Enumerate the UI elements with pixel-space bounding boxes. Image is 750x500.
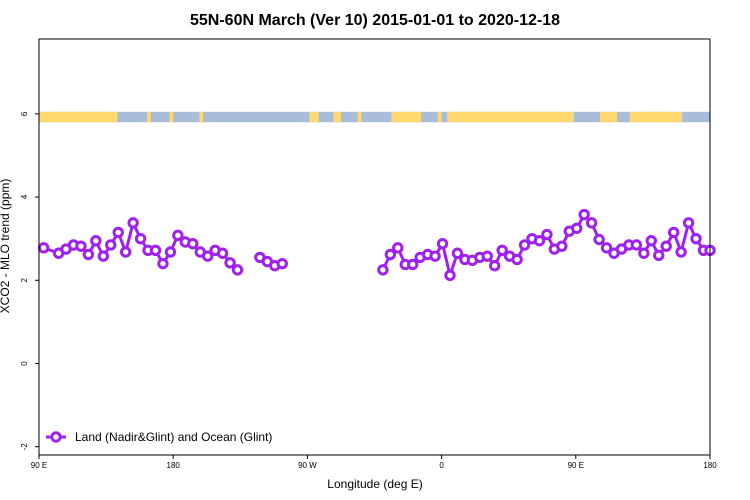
data-point-2-38 [660,240,672,252]
data-point-2-4 [407,258,419,271]
data-point-0-17 [172,229,184,242]
land-segment-4 [309,111,319,123]
data-point-2-36 [645,235,657,247]
land-segment-0 [39,111,118,123]
data-point-2-0 [377,264,389,276]
data-point-2-26 [571,222,583,234]
legend-marker-swatch [50,431,62,443]
series-layer [37,208,716,281]
data-point-2-19 [518,239,531,251]
x-tick-label-4: 90 E [568,461,584,470]
land-segment-10 [600,111,617,123]
data-point-2-30 [600,242,613,254]
data-point-0-24 [224,257,236,269]
data-point-2-40 [675,246,687,258]
data-point-2-21 [533,235,546,247]
data-point-2-37 [653,249,665,262]
data-point-2-29 [593,233,605,246]
ocean-band [39,111,710,123]
x-tick-label-3: 0 [439,461,444,470]
x-tick-label-5: 180 [703,461,717,470]
data-point-2-2 [392,242,404,254]
data-point-2-15 [489,260,501,272]
land-segment-7 [391,111,422,123]
data-point-0-0 [37,242,50,254]
land-segment-1 [147,111,151,123]
data-point-0-21 [201,250,214,262]
chart-title: 55N-60N March (Ver 10) 2015-01-01 to 202… [190,12,560,29]
land-segment-9 [447,111,574,123]
land-segment-11 [629,111,683,123]
y-tick-label-2: 2 [20,278,29,283]
data-point-2-7 [429,250,441,262]
data-point-2-42 [690,232,702,245]
data-point-2-35 [638,247,650,259]
land-segment-8 [437,111,442,123]
data-point-0-15 [157,257,169,270]
data-point-2-41 [682,217,695,229]
x-axis-label: Longitude (deg E) [327,477,422,491]
data-point-0-16 [164,246,177,258]
data-point-2-28 [585,217,598,229]
land-segment-3 [199,111,204,123]
x-tick-label-0: 90 E [31,461,47,470]
data-point-2-9 [444,269,456,281]
legend-label: Land (Nadir&Glint) and Ocean (Glint) [75,430,272,444]
data-point-2-8 [436,237,449,250]
data-point-0-4 [75,240,87,252]
data-point-2-10 [451,247,464,259]
y-tick-label-1: 0 [20,361,29,366]
data-point-0-12 [134,232,147,245]
data-point-0-8 [105,239,117,251]
data-point-0-23 [216,247,229,259]
data-point-2-14 [481,250,493,262]
land-segment-2 [169,111,174,123]
data-point-0-14 [149,244,162,257]
data-point-0-19 [187,237,199,250]
land-ocean-band [39,111,710,123]
data-point-0-25 [231,264,244,276]
data-point-0-7 [97,250,110,262]
y-tick-label-0: -2 [20,443,29,451]
data-point-1-3 [276,257,288,270]
plot-frame [38,38,711,456]
data-point-0-9 [112,226,124,239]
land-segment-6 [357,111,362,123]
data-point-0-11 [127,217,139,229]
x-tick-label-1: 180 [167,461,181,470]
x-axis: 90 E 180 90 W 0 90 E 180 [31,455,717,470]
y-axis: -2 0 2 4 6 [20,111,39,450]
y-tick-label-4: 6 [20,111,29,116]
data-point-2-39 [667,226,680,239]
x-tick-label-2: 90 W [298,461,317,470]
y-axis-label: XCO2 - MLO trend (ppm) [0,179,12,314]
data-point-2-24 [556,240,568,252]
data-point-2-27 [578,208,590,221]
data-point-2-18 [511,253,523,266]
legend: Land (Nadir&Glint) and Ocean (Glint) [46,430,272,444]
data-point-2-22 [541,228,553,241]
data-point-0-10 [119,246,132,258]
y-tick-label-3: 4 [20,194,29,199]
land-segment-5 [333,111,341,123]
data-point-2-34 [630,239,643,251]
data-point-2-1 [384,248,397,261]
data-point-0-6 [90,235,102,247]
data-point-2-16 [496,244,508,257]
data-point-0-5 [82,248,95,261]
